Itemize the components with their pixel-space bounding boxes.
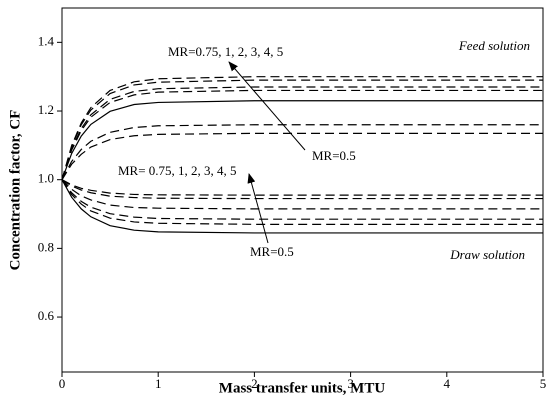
annotation: Feed solution (458, 38, 530, 53)
y-tick-label: 1.2 (38, 102, 54, 117)
x-tick-label: 0 (59, 376, 66, 391)
y-tick-label: 1.4 (38, 33, 55, 48)
y-tick-label: 0.8 (38, 239, 54, 254)
line-series (61, 179, 543, 225)
x-tick-label: 5 (540, 376, 547, 391)
annotation: MR=0.5 (312, 148, 356, 163)
line-series (61, 79, 543, 180)
annotation: MR=0.5 (250, 244, 294, 259)
x-tick-label: 2 (251, 376, 258, 391)
x-tick-label: 3 (347, 376, 354, 391)
line-series (61, 179, 543, 234)
arrow (228, 61, 306, 151)
annotation: MR= 0.75, 1, 2, 3, 4, 5 (118, 163, 237, 178)
y-tick-label: 1.0 (38, 171, 54, 186)
y-tick-label: 0.6 (38, 308, 55, 323)
x-tick-label: 1 (155, 376, 162, 391)
x-tick-label: 4 (444, 376, 451, 391)
line-series (61, 132, 543, 181)
x-axis-label: Mass transfer units, MTU (219, 380, 386, 396)
line-series (61, 179, 543, 210)
line-series (61, 179, 543, 200)
line-series (61, 100, 543, 180)
annotation: Draw solution (449, 247, 525, 262)
line-series (61, 179, 543, 196)
plot-frame (61, 7, 544, 373)
annotation: MR=0.75, 1, 2, 3, 4, 5 (168, 44, 283, 59)
line-series (61, 179, 543, 220)
line-series (61, 124, 543, 180)
y-axis-label: Concentration factor, CF (7, 110, 23, 271)
